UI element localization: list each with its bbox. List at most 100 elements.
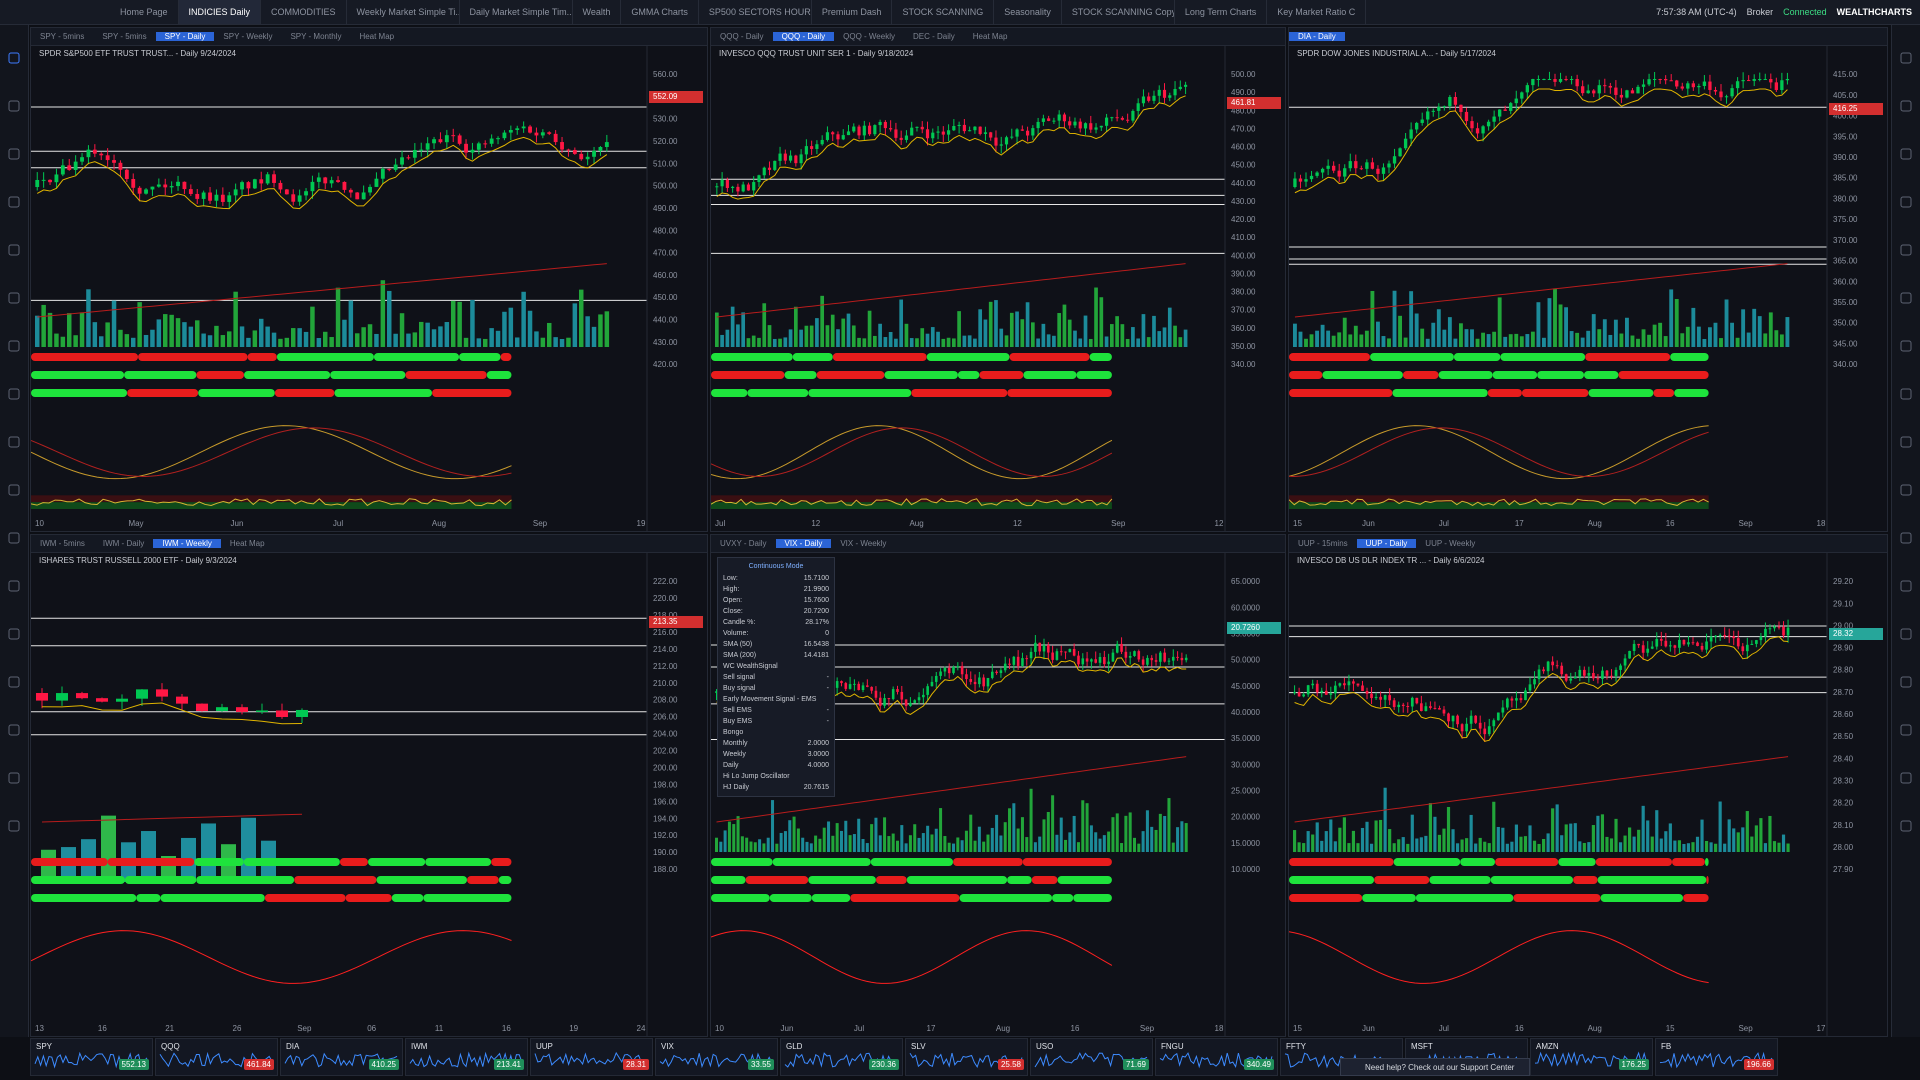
candle-body	[957, 124, 961, 127]
candle-body	[1474, 715, 1478, 723]
tool-icon[interactable]	[1900, 628, 1912, 640]
tab[interactable]: Wealth	[573, 0, 622, 24]
panel-tab[interactable]: DIA - Daily	[1289, 32, 1345, 41]
help-toast[interactable]: Need help? Check out our Support Center	[1340, 1058, 1530, 1076]
tool-icon[interactable]	[1900, 676, 1912, 688]
candle-body	[1370, 162, 1375, 169]
panel-tab[interactable]: IWM - Weekly	[153, 539, 221, 548]
volume-bar	[740, 836, 744, 852]
panel-tab[interactable]: SPY - 5mins	[40, 32, 85, 41]
tool-icon[interactable]	[1900, 100, 1912, 112]
tool-icon[interactable]	[1900, 532, 1912, 544]
tool-icon[interactable]	[1900, 292, 1912, 304]
panel-tab[interactable]: VIX - Weekly	[840, 539, 887, 548]
panel-tab[interactable]: Heat Map	[972, 32, 1008, 41]
ticker-card[interactable]: VIX 33.55	[655, 1038, 778, 1076]
ticker-card[interactable]: SLV 25.58	[905, 1038, 1028, 1076]
panel-tab[interactable]: Heat Map	[359, 32, 395, 41]
tool-icon[interactable]	[8, 676, 20, 688]
volume-bar	[1167, 798, 1171, 852]
tool-icon[interactable]	[8, 628, 20, 640]
tool-icon[interactable]	[8, 724, 20, 736]
panel-tab[interactable]: SPY - Daily	[155, 32, 215, 41]
tab[interactable]: INDICIES Daily	[178, 0, 262, 24]
tab[interactable]: Key Market Ratio C	[1267, 0, 1367, 24]
panel-tab[interactable]: UUP - Daily	[1356, 539, 1417, 548]
panel-tab[interactable]: QQQ - Daily	[772, 32, 835, 41]
tool-icon[interactable]	[1900, 340, 1912, 352]
tool-icon[interactable]	[8, 292, 20, 304]
tool-icon[interactable]	[8, 340, 20, 352]
tool-icon[interactable]	[1900, 484, 1912, 496]
broker[interactable]: Broker	[1746, 7, 1774, 17]
tab[interactable]: Home Page	[110, 0, 179, 24]
ticker-card[interactable]: AMZN 176.25	[1530, 1038, 1653, 1076]
ticker-card[interactable]: IWM 213.41	[405, 1038, 528, 1076]
ticker-symbol: SLV	[911, 1042, 926, 1051]
panel-tab[interactable]: UVXY - Daily	[720, 539, 767, 548]
candle-body	[1487, 726, 1491, 735]
panel-tab[interactable]: IWM - 5mins	[40, 539, 85, 548]
ticker-card[interactable]: FB 196.66	[1655, 1038, 1778, 1076]
candle-body	[1183, 84, 1188, 87]
panel-tab[interactable]: UUP - 15mins	[1298, 539, 1348, 548]
ticker-card[interactable]: USO 71.69	[1030, 1038, 1153, 1076]
tab[interactable]: Daily Market Simple Tim...	[460, 0, 573, 24]
panel-tab[interactable]: SPY - 5mins	[102, 32, 147, 41]
candle-body	[1486, 121, 1491, 127]
ticker-card[interactable]: DIA 410.25	[280, 1038, 403, 1076]
tool-icon[interactable]	[1900, 244, 1912, 256]
panel-tab[interactable]: UUP - Weekly	[1425, 539, 1476, 548]
y-tick-label: 530.00	[653, 115, 678, 124]
tool-icon[interactable]	[1900, 52, 1912, 64]
tool-icon[interactable]	[8, 100, 20, 112]
tab[interactable]: GMMA Charts	[621, 0, 699, 24]
volume-bar	[67, 313, 72, 347]
tab[interactable]: Premium Dash	[812, 0, 893, 24]
candle-body	[329, 180, 334, 184]
panel-tab[interactable]: QQQ - Daily	[720, 32, 764, 41]
tool-icon[interactable]	[8, 484, 20, 496]
tool-icon[interactable]	[8, 196, 20, 208]
tool-icon[interactable]	[8, 148, 20, 160]
panel-tab[interactable]: VIX - Daily	[775, 539, 832, 548]
panel-tab[interactable]: DEC - Daily	[912, 32, 955, 41]
tool-icon[interactable]	[1900, 580, 1912, 592]
panel-tab[interactable]: Heat Map	[229, 539, 265, 548]
tab[interactable]: Seasonality	[994, 0, 1062, 24]
ticker-card[interactable]: QQQ 461.84	[155, 1038, 278, 1076]
volume-bar	[252, 330, 258, 347]
ticker-card[interactable]: UUP 28.31	[530, 1038, 653, 1076]
tool-icon[interactable]	[1900, 388, 1912, 400]
tool-icon[interactable]	[8, 436, 20, 448]
tool-icon[interactable]	[1900, 196, 1912, 208]
tab[interactable]: Long Term Charts	[1175, 0, 1268, 24]
panel-tab[interactable]: SPY - Monthly	[290, 32, 342, 41]
candle-body	[1564, 674, 1568, 681]
tool-icon[interactable]	[8, 820, 20, 832]
tool-icon[interactable]	[8, 388, 20, 400]
ticker-card[interactable]: FNGU 340.49	[1155, 1038, 1278, 1076]
tool-icon[interactable]	[1900, 148, 1912, 160]
tab[interactable]: STOCK SCANNING Copy	[1062, 0, 1175, 24]
tab[interactable]: Weekly Market Simple Ti...	[347, 0, 460, 24]
price-tag: 213.35	[653, 617, 678, 626]
panel-tab[interactable]: QQQ - Weekly	[843, 32, 895, 41]
candle-body	[1120, 643, 1123, 652]
panel-tab[interactable]: SPY - Weekly	[223, 32, 273, 41]
panel-tab[interactable]: IWM - Daily	[102, 539, 145, 548]
tool-icon[interactable]	[1900, 436, 1912, 448]
tab[interactable]: SP500 SECTORS HOURLY	[699, 0, 812, 24]
ticker-card[interactable]: SPY 552.13	[30, 1038, 153, 1076]
tool-icon[interactable]	[1900, 772, 1912, 784]
tool-icon[interactable]	[8, 52, 20, 64]
tool-icon[interactable]	[8, 772, 20, 784]
tool-icon[interactable]	[8, 244, 20, 256]
tool-icon[interactable]	[8, 532, 20, 544]
tab[interactable]: COMMODITIES	[261, 0, 347, 24]
ticker-card[interactable]: GLD 230.36	[780, 1038, 903, 1076]
tool-icon[interactable]	[1900, 724, 1912, 736]
tool-icon[interactable]	[8, 580, 20, 592]
tool-icon[interactable]	[1900, 820, 1912, 832]
tab[interactable]: STOCK SCANNING	[892, 0, 995, 24]
